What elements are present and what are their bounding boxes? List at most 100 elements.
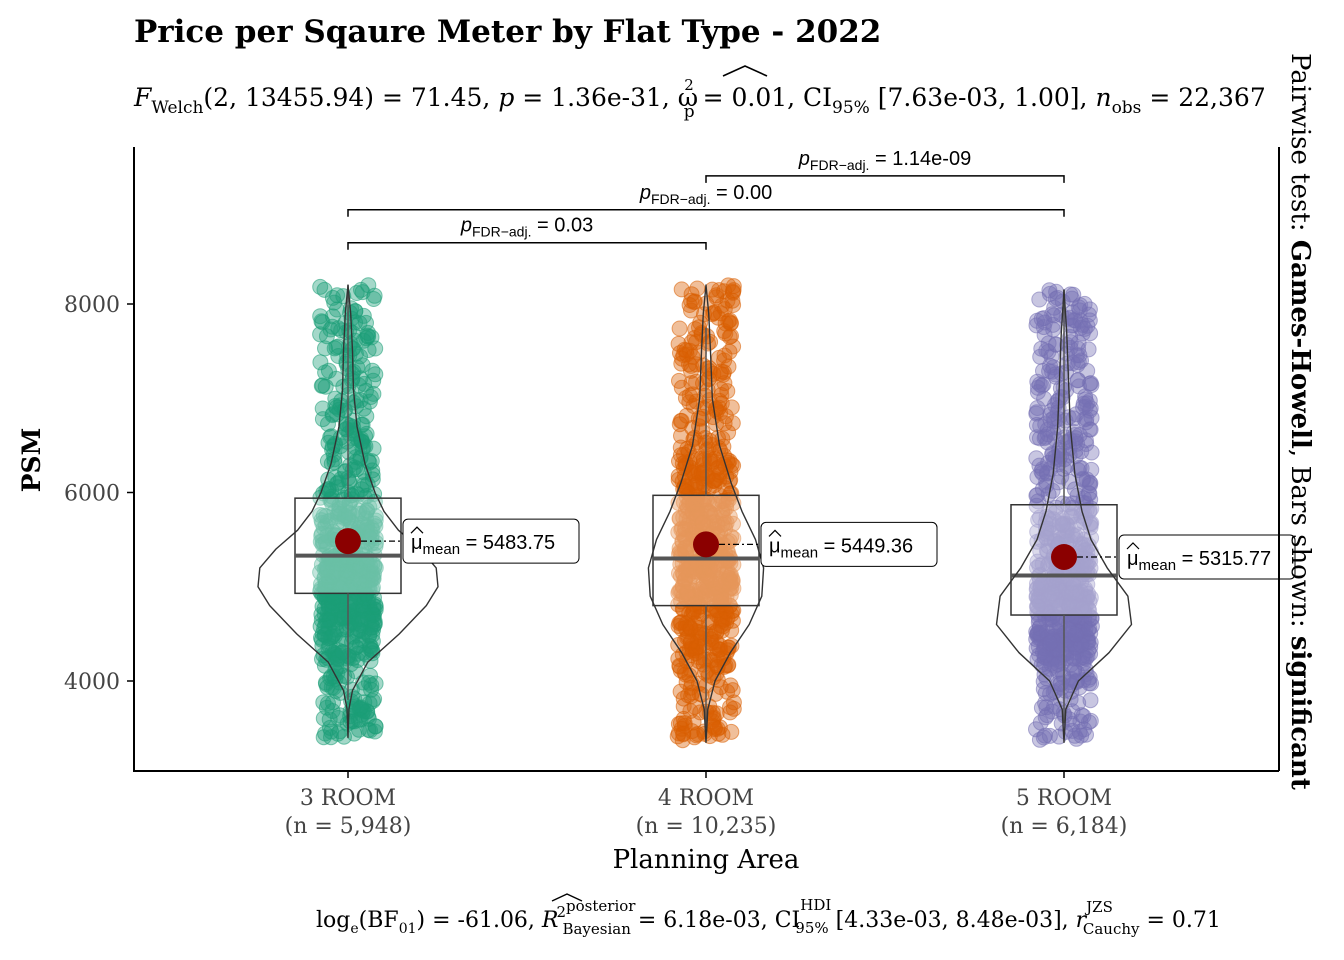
jitter-point bbox=[362, 524, 379, 541]
jitter-point bbox=[717, 315, 734, 332]
jitter-point bbox=[689, 726, 706, 742]
jitter-point bbox=[324, 289, 341, 306]
jitter-point bbox=[1033, 340, 1050, 357]
jitter-point bbox=[341, 504, 358, 521]
jitter-point bbox=[715, 364, 732, 381]
jitter-point bbox=[704, 281, 721, 298]
x-tick-label: 4 ROOM bbox=[658, 786, 754, 811]
jitter-point bbox=[715, 438, 732, 455]
jitter-point bbox=[312, 308, 329, 325]
omega-hat bbox=[722, 65, 768, 77]
jitter-point bbox=[365, 440, 382, 457]
jitter-point bbox=[312, 507, 329, 523]
jitter-point bbox=[715, 493, 732, 509]
jitter-point bbox=[348, 461, 365, 478]
jitter-point bbox=[1080, 341, 1097, 358]
jitter-point bbox=[334, 644, 351, 660]
jitter-point bbox=[329, 287, 346, 304]
jitter-point bbox=[712, 641, 729, 658]
jitter-point bbox=[348, 557, 365, 574]
jitter-point bbox=[719, 383, 736, 400]
jitter-point bbox=[313, 629, 329, 646]
jitter-point bbox=[1083, 409, 1100, 426]
jitter-point bbox=[347, 563, 364, 580]
jitter-point bbox=[1078, 395, 1095, 412]
jitter-point bbox=[366, 691, 383, 707]
jitter-point bbox=[678, 562, 695, 578]
jitter-point bbox=[724, 682, 741, 699]
jitter-point bbox=[338, 355, 355, 372]
y-axis-label: PSM bbox=[17, 428, 46, 493]
jitter-point bbox=[328, 370, 345, 387]
box-layer bbox=[294, 285, 1118, 729]
jitter-point bbox=[1028, 450, 1045, 467]
pairwise-layer: pFDR−adj. = 0.03 pFDR−adj. = 0.00 pFDR−adj… bbox=[347, 148, 1065, 250]
jitter-point bbox=[718, 495, 735, 512]
jitter-point bbox=[320, 695, 336, 712]
jitter-point bbox=[674, 350, 691, 367]
jitter-point bbox=[683, 647, 700, 663]
jitter-point bbox=[1052, 675, 1069, 692]
jitter-point bbox=[354, 505, 371, 522]
jitter-point bbox=[353, 481, 370, 498]
x-tick-n-label: (n = 5,948) bbox=[285, 814, 412, 839]
jitter-point bbox=[335, 621, 352, 638]
jitter-point bbox=[359, 502, 375, 519]
jitter-point bbox=[363, 677, 380, 694]
jitter-point bbox=[712, 576, 729, 593]
y-tick-label: 8000 bbox=[64, 293, 120, 318]
jitter-point bbox=[681, 574, 698, 591]
jitter-point bbox=[721, 508, 738, 525]
jitter-point bbox=[671, 320, 688, 337]
pairwise-label: pFDR−adj. = 1.14e-09 bbox=[798, 148, 971, 173]
jitter-point bbox=[679, 583, 695, 600]
jitter-point bbox=[1035, 729, 1052, 746]
jitter-point bbox=[366, 287, 383, 304]
jitter-point bbox=[323, 455, 340, 472]
jitter-point bbox=[319, 611, 336, 628]
mean-point bbox=[1051, 543, 1077, 570]
jitter-point bbox=[334, 491, 351, 508]
jitter-point bbox=[677, 620, 694, 637]
jitter-point bbox=[317, 575, 334, 592]
pairwise-bracket bbox=[347, 209, 1065, 217]
y-tick-label: 4000 bbox=[64, 670, 120, 695]
jitter-point bbox=[364, 362, 381, 379]
jitter-point bbox=[357, 646, 374, 663]
jitter-point bbox=[673, 379, 690, 396]
jitter-point bbox=[671, 510, 688, 527]
jitter-point bbox=[1031, 291, 1048, 308]
jitter-point bbox=[352, 700, 369, 717]
jitter-point bbox=[708, 624, 725, 641]
jitter-point bbox=[363, 530, 380, 547]
jitter-point bbox=[698, 588, 715, 605]
side-label: Pairwise test: Games-Howell, Bars shown:… bbox=[1285, 53, 1315, 790]
jitter-point bbox=[1074, 316, 1091, 333]
jitter-point bbox=[694, 514, 711, 531]
jitter-point bbox=[1082, 375, 1099, 392]
jitter-point bbox=[338, 421, 355, 437]
jitter-point bbox=[723, 399, 740, 416]
jitter-point bbox=[352, 392, 369, 409]
mean-point bbox=[693, 531, 719, 558]
jitter-point bbox=[691, 418, 708, 435]
jitter-point bbox=[1036, 327, 1053, 343]
jitter-point bbox=[325, 694, 341, 711]
jitter-point bbox=[675, 710, 692, 727]
jitter-point bbox=[1083, 675, 1099, 692]
jitter-point bbox=[710, 459, 727, 476]
jitter-point bbox=[1028, 404, 1045, 421]
jitter-point bbox=[717, 573, 734, 590]
jitter-point bbox=[707, 685, 724, 702]
jitter-point bbox=[328, 564, 345, 581]
jitter-point bbox=[363, 329, 380, 346]
jitter-point bbox=[692, 630, 709, 647]
jitter-point bbox=[365, 385, 382, 402]
jitter-point bbox=[312, 278, 329, 295]
jitter-point bbox=[1029, 429, 1045, 446]
jitter-point bbox=[349, 627, 366, 644]
jitter-point bbox=[724, 415, 741, 432]
jitter-point bbox=[672, 447, 689, 464]
jitter-point bbox=[695, 656, 712, 673]
